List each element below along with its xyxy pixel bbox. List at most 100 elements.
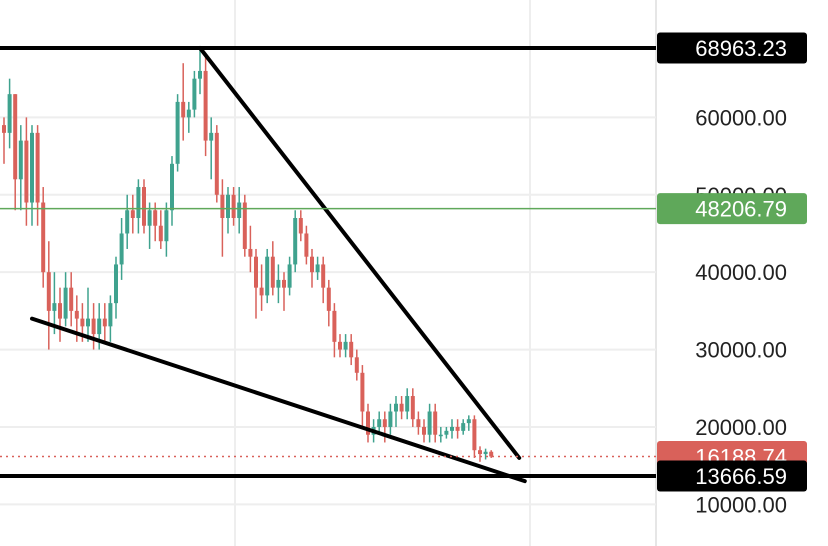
candle-body xyxy=(170,163,174,211)
candle xyxy=(136,179,141,234)
candle-body xyxy=(287,264,292,288)
candle xyxy=(147,202,152,249)
candle xyxy=(304,225,309,265)
candle xyxy=(203,55,208,157)
candle-body xyxy=(360,372,365,412)
candle xyxy=(354,349,359,381)
candle xyxy=(164,202,169,257)
candle xyxy=(13,94,18,211)
candle-body xyxy=(24,140,29,203)
candle-body xyxy=(192,78,197,110)
candle-body xyxy=(427,411,432,435)
candle xyxy=(287,256,292,296)
lower-trendline xyxy=(30,316,527,484)
candle-body xyxy=(226,194,230,218)
candle xyxy=(63,272,68,327)
candle-body xyxy=(332,310,337,342)
candle-body xyxy=(338,341,342,350)
candle xyxy=(226,187,230,234)
candle-body xyxy=(282,279,286,288)
candle xyxy=(259,264,264,311)
candle xyxy=(270,241,275,296)
candle xyxy=(399,396,404,420)
candle xyxy=(231,187,236,226)
candle-body xyxy=(382,419,387,427)
candle-body xyxy=(248,248,253,257)
candle-body xyxy=(231,194,236,218)
candle-body xyxy=(158,225,163,242)
candle xyxy=(466,415,471,431)
candle-body xyxy=(203,70,208,141)
candle-body xyxy=(35,132,40,203)
candle xyxy=(343,334,348,358)
candle-body xyxy=(108,303,113,327)
candle xyxy=(119,217,124,280)
candle xyxy=(198,47,202,95)
candle-body xyxy=(214,132,219,195)
candle xyxy=(46,241,51,350)
candle-body xyxy=(125,210,130,234)
candle xyxy=(394,396,398,427)
candle-body xyxy=(136,187,141,218)
candle-body xyxy=(472,419,477,451)
candle-body xyxy=(349,341,354,358)
candle-body xyxy=(74,310,79,319)
candle-body xyxy=(58,303,62,319)
candle-body xyxy=(30,132,34,203)
candle xyxy=(130,194,135,234)
candle-body xyxy=(142,187,146,226)
candle-body xyxy=(433,411,438,435)
y-tick-label: 40000.00 xyxy=(695,260,787,285)
candle-body xyxy=(220,194,225,218)
candle xyxy=(405,388,410,420)
candle xyxy=(2,117,6,164)
candle xyxy=(433,403,438,443)
candle-body xyxy=(461,423,466,431)
horizontal-levels xyxy=(0,46,656,478)
candle xyxy=(338,334,342,358)
candle xyxy=(214,125,219,203)
candle xyxy=(410,388,415,427)
candle xyxy=(416,411,421,435)
candle xyxy=(472,415,477,458)
candle-body xyxy=(293,217,298,265)
candle xyxy=(41,187,46,288)
candle xyxy=(293,210,298,273)
candle-body xyxy=(130,210,135,218)
candle-body xyxy=(2,125,6,133)
candle xyxy=(382,411,387,443)
candle xyxy=(450,419,454,439)
candle-body xyxy=(455,426,460,431)
candle-body xyxy=(181,101,186,118)
price-tag xyxy=(657,32,807,64)
candle xyxy=(388,403,393,435)
candle-body xyxy=(209,132,214,141)
candle-body xyxy=(97,318,102,335)
candle xyxy=(422,419,426,443)
candle xyxy=(321,256,326,304)
candle-body xyxy=(186,109,191,118)
candle-body xyxy=(18,140,23,180)
candle xyxy=(366,403,370,443)
candle-body xyxy=(310,256,314,273)
candle-body xyxy=(410,396,415,420)
candle xyxy=(125,194,130,249)
candle-body xyxy=(175,101,180,164)
candle xyxy=(102,303,107,342)
candle xyxy=(220,179,225,257)
candle-body xyxy=(164,210,169,242)
candle-body xyxy=(147,210,152,226)
candle xyxy=(315,256,320,280)
candle-body xyxy=(7,94,12,133)
candle xyxy=(360,365,365,427)
candle-body xyxy=(394,403,398,412)
candle xyxy=(265,248,270,304)
candle-body xyxy=(450,426,454,431)
candle xyxy=(58,287,62,342)
candle xyxy=(478,446,482,462)
candle xyxy=(483,448,488,460)
candle xyxy=(248,225,253,273)
candle-body xyxy=(315,264,320,273)
candle xyxy=(18,125,23,211)
candle xyxy=(444,426,449,439)
